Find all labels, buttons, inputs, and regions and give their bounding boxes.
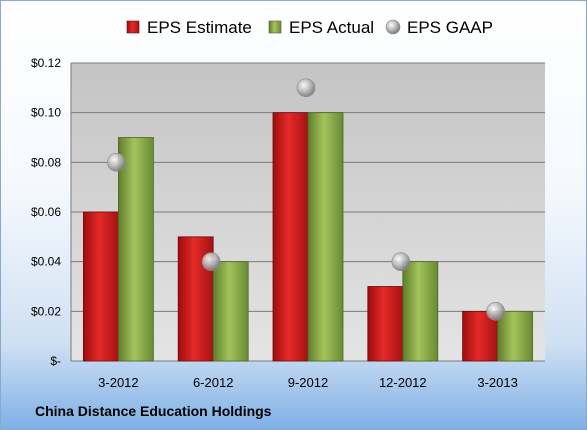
legend-gaap-swatch — [385, 19, 401, 35]
eps-estimate-bar — [272, 112, 309, 362]
eps-gaap-point — [391, 252, 411, 271]
legend-label: EPS GAAP — [407, 18, 493, 37]
x-tick-label: 3-2012 — [98, 375, 138, 390]
eps-actual-bar — [212, 261, 249, 362]
eps-gaap-point — [201, 252, 221, 271]
bars — [83, 112, 534, 362]
eps-actual-bar — [307, 112, 344, 362]
eps-gaap-point — [486, 302, 505, 321]
eps-actual-bar — [118, 137, 154, 362]
legend-label: EPS Estimate — [147, 18, 252, 37]
eps-estimate-bar — [83, 211, 119, 362]
y-tick-label: $0.08 — [31, 155, 61, 169]
legend-actual-swatch — [268, 20, 282, 34]
eps-gaap-point — [107, 153, 126, 172]
legend-estimate-swatch — [126, 20, 140, 34]
y-tick-label: $0.10 — [31, 106, 61, 120]
company-name: China Distance Education Holdings — [35, 403, 272, 419]
eps-estimate-bar — [367, 286, 404, 362]
y-tick-label: $0.06 — [31, 205, 61, 219]
eps-gaap-point — [296, 78, 316, 98]
eps-actual-bar — [497, 310, 534, 362]
x-tick-label: 12-2012 — [379, 375, 427, 390]
legend-label: EPS Actual — [289, 18, 374, 37]
gaap-points — [107, 78, 505, 321]
y-tick-label: $0.12 — [31, 56, 61, 70]
x-tick-label: 9-2012 — [288, 375, 328, 390]
y-tick-label: $0.04 — [31, 255, 61, 269]
y-tick-label: $- — [50, 354, 61, 368]
x-tick-label: 6-2012 — [193, 375, 233, 390]
legend: EPS Estimate EPS Actual EPS GAAP — [126, 18, 493, 37]
y-axis: $- $0.02 $0.04 $0.06 $0.08 $0.10 $0.12 — [31, 56, 72, 368]
eps-actual-bar — [402, 261, 439, 362]
x-tick-label: 3-2013 — [477, 375, 517, 390]
y-tick-label: $0.02 — [31, 304, 61, 318]
x-axis: 3-2012 6-2012 9-2012 12-2012 3-2013 — [98, 375, 518, 390]
